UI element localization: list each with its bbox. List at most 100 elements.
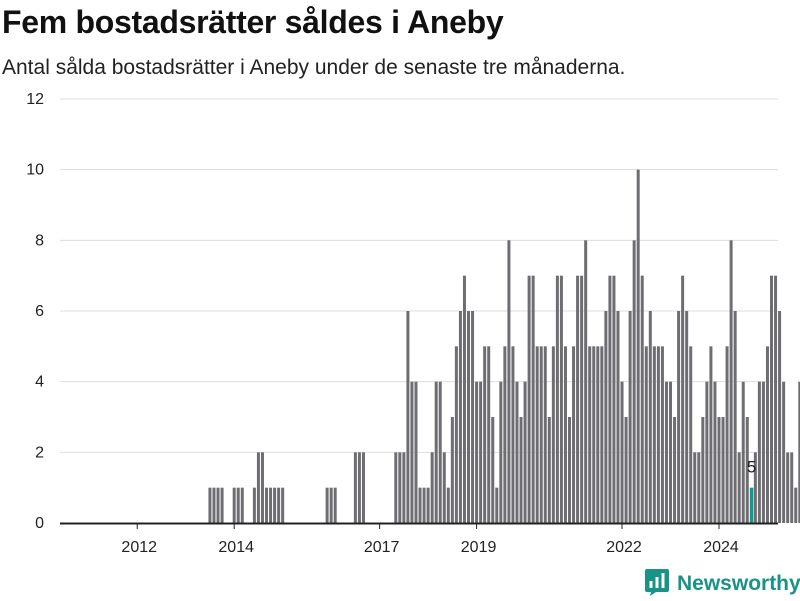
bar [495, 487, 499, 523]
bar [543, 346, 547, 523]
bar [782, 381, 786, 523]
bar [604, 311, 608, 523]
bar [596, 346, 600, 523]
bar [547, 417, 551, 523]
bar [507, 240, 511, 523]
bar [705, 381, 709, 523]
y-tick-label: 12 [26, 91, 44, 108]
bar [216, 487, 220, 523]
chart-subtitle: Antal sålda bostadsrätter i Aneby under … [2, 56, 626, 79]
bar [357, 452, 361, 523]
bar [737, 452, 741, 523]
bar [430, 452, 434, 523]
bar [786, 452, 790, 523]
bar [709, 346, 713, 523]
bar [265, 487, 269, 523]
bar [717, 417, 721, 523]
bar [422, 487, 426, 523]
x-axis-ticks: 2012 2014 2017 2019 2022 2024 [121, 523, 739, 556]
bar [588, 346, 592, 523]
x-tick-label: 2024 [703, 539, 739, 556]
bar [576, 275, 580, 523]
y-tick-label: 2 [35, 444, 44, 461]
data-labels: 5 [747, 458, 756, 477]
chart-title: Fem bostadsrätter såldes i Aneby [2, 4, 504, 40]
bar [648, 311, 652, 523]
bar [539, 346, 543, 523]
bar [689, 346, 693, 523]
bar [580, 275, 584, 523]
highlight-value-label: 5 [747, 458, 756, 477]
bar [333, 487, 337, 523]
bar [624, 417, 628, 523]
bar [256, 452, 260, 523]
x-tick-label: 2022 [606, 539, 642, 556]
bar [220, 487, 224, 523]
bar [612, 275, 616, 523]
bar [426, 487, 430, 523]
y-tick-label: 0 [35, 515, 44, 532]
bar [406, 311, 410, 523]
bar [741, 381, 745, 523]
bar [483, 346, 487, 523]
bar [592, 346, 596, 523]
bar [446, 487, 450, 523]
bar [765, 346, 769, 523]
bar [770, 275, 774, 523]
bar [733, 311, 737, 523]
newsworthy-logo-icon [644, 568, 670, 601]
bar [729, 240, 733, 523]
bar [475, 381, 479, 523]
bar [636, 169, 640, 524]
bar [260, 452, 264, 523]
y-tick-label: 4 [35, 374, 44, 391]
y-tick-label: 10 [26, 162, 44, 179]
newsworthy-brand[interactable]: Newsworthy [644, 568, 800, 601]
bar [652, 346, 656, 523]
bar [753, 452, 757, 523]
bar [794, 487, 798, 523]
bar [697, 452, 701, 523]
bar [212, 487, 216, 523]
bar [774, 275, 778, 523]
bar [761, 381, 765, 523]
bar [232, 487, 236, 523]
y-tick-label: 8 [35, 232, 44, 249]
bar [584, 240, 588, 523]
bar [677, 311, 681, 523]
bar [240, 487, 244, 523]
bar [434, 381, 438, 523]
bar [361, 452, 365, 523]
x-tick-label: 2019 [461, 539, 497, 556]
x-tick-label: 2014 [218, 539, 254, 556]
bar [568, 417, 572, 523]
bar [414, 381, 418, 523]
bar [798, 381, 800, 523]
bar [471, 311, 475, 523]
bar [511, 346, 515, 523]
bar [778, 311, 782, 523]
x-tick-label: 2017 [364, 539, 400, 556]
bar [523, 381, 527, 523]
bar [721, 417, 725, 523]
y-tick-label: 6 [35, 303, 44, 320]
bar [660, 346, 664, 523]
bar [503, 346, 507, 523]
bar [208, 487, 212, 523]
bar [462, 275, 466, 523]
bar [600, 346, 604, 523]
bar [572, 346, 576, 523]
bar [620, 381, 624, 523]
bar [664, 381, 668, 523]
bar [515, 381, 519, 523]
bar [394, 452, 398, 523]
bar [519, 417, 523, 523]
bar [325, 487, 329, 523]
bar [269, 487, 273, 523]
bars [208, 169, 800, 524]
bar [669, 381, 673, 523]
bar [442, 452, 446, 523]
bar [757, 381, 761, 523]
bar [252, 487, 256, 523]
bar [563, 346, 567, 523]
